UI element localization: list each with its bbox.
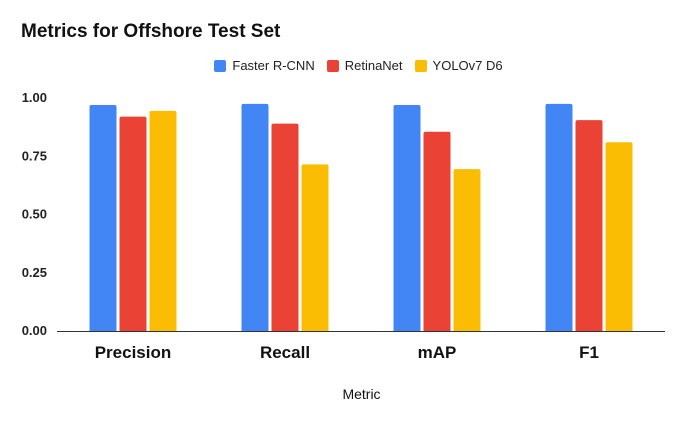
chart-title: Metrics for Offshore Test Set [21, 21, 281, 42]
x-tick-label: Precision [95, 343, 172, 362]
bar-retinanet-precision[interactable] [119, 116, 147, 331]
bar-yolov7-d6-recall[interactable] [301, 164, 329, 331]
bar-faster-r-cnn-recall[interactable] [241, 103, 269, 331]
legend-swatch-faster-rcnn [214, 59, 227, 72]
bar-retinanet-f1[interactable] [575, 120, 603, 331]
bar-yolov7-d6-map[interactable] [453, 169, 481, 331]
legend-item-yolov7-d6[interactable]: YOLOv7 D6 [414, 58, 503, 73]
bar-faster-r-cnn-map[interactable] [393, 104, 421, 332]
y-tick-label: 1.00 [22, 90, 47, 105]
x-tick-label: mAP [418, 343, 457, 362]
bar-retinanet-map[interactable] [423, 131, 451, 331]
legend-label-yolov7-d6: YOLOv7 D6 [432, 58, 503, 73]
legend-label-faster-rcnn: Faster R-CNN [232, 58, 315, 73]
y-tick-label: 0.75 [22, 148, 47, 163]
y-tick-label: 0.00 [22, 323, 47, 338]
legend-swatch-yolov7-d6 [414, 59, 427, 72]
y-tick-label: 0.25 [22, 265, 47, 280]
y-tick-label: 0.50 [22, 207, 47, 222]
bar-retinanet-recall[interactable] [271, 123, 299, 331]
bar-yolov7-d6-f1[interactable] [605, 142, 633, 331]
legend-swatch-retinanet [326, 59, 339, 72]
legend-item-retinanet[interactable]: RetinaNet [326, 58, 403, 73]
legend-item-faster-rcnn[interactable]: Faster R-CNN [214, 58, 315, 73]
x-tick-label: Recall [260, 343, 310, 362]
x-tick-label: F1 [579, 343, 599, 362]
bar-faster-r-cnn-f1[interactable] [545, 103, 573, 331]
x-axis-title: Metric [342, 386, 381, 402]
bar-faster-r-cnn-precision[interactable] [89, 104, 117, 332]
legend: Faster R-CNN RetinaNet YOLOv7 D6 [0, 58, 687, 73]
legend-label-retinanet: RetinaNet [344, 58, 403, 73]
bar-yolov7-d6-precision[interactable] [149, 110, 177, 331]
